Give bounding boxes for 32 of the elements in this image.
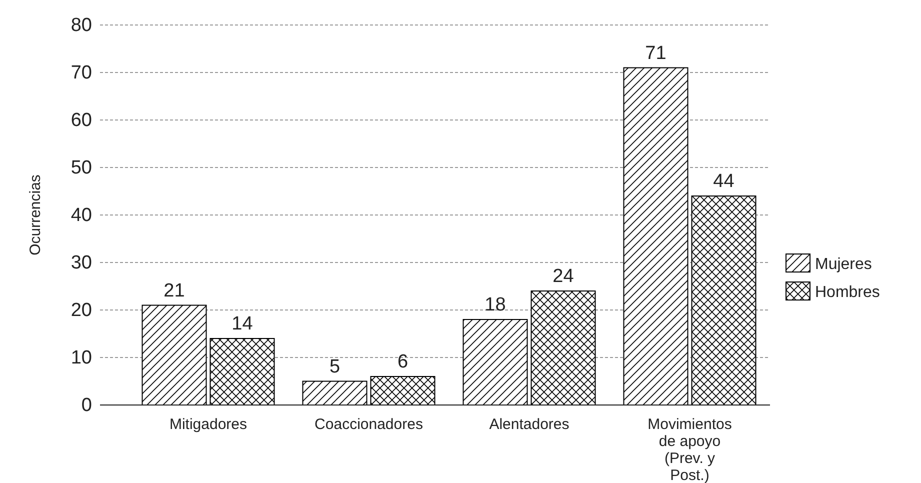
- y-axis-title: Ocurrencias: [27, 174, 44, 256]
- data-label: 44: [713, 171, 735, 192]
- bar: [210, 338, 275, 406]
- data-label: 14: [232, 314, 254, 334]
- x-tick-label: Mitigadores: [169, 416, 248, 433]
- y-tick-label: 10: [70, 348, 92, 369]
- data-label: 5: [329, 356, 340, 378]
- bar: [302, 380, 368, 406]
- x-tick-label: Coaccionadores: [314, 416, 423, 433]
- legend-label: Hombres: [815, 284, 880, 301]
- y-tick-label: 50: [70, 158, 92, 179]
- y-tick-label: 80: [70, 15, 92, 36]
- y-tick-label: 60: [70, 110, 92, 132]
- data-label: 6: [397, 352, 408, 372]
- legend-label: Mujeres: [815, 256, 872, 273]
- bar: [530, 290, 596, 406]
- y-tick-label: 0: [81, 395, 92, 416]
- y-tick-label: 30: [70, 252, 92, 274]
- x-tick-label: Alentadores: [489, 416, 570, 433]
- bar: [462, 319, 528, 406]
- x-tick-label: Movimientos de apoyo (Prev. y Post.): [648, 416, 732, 483]
- y-tick-label: 70: [70, 62, 92, 84]
- data-label: 71: [645, 42, 666, 64]
- y-tick-label: 20: [70, 300, 92, 322]
- data-label: 18: [484, 294, 506, 316]
- bar: [691, 196, 756, 406]
- y-tick-label: 40: [70, 205, 92, 226]
- bar: [623, 67, 688, 406]
- data-label: 24: [552, 266, 574, 287]
- bar: [370, 376, 436, 406]
- data-label: 21: [164, 280, 185, 302]
- bar: [142, 304, 207, 406]
